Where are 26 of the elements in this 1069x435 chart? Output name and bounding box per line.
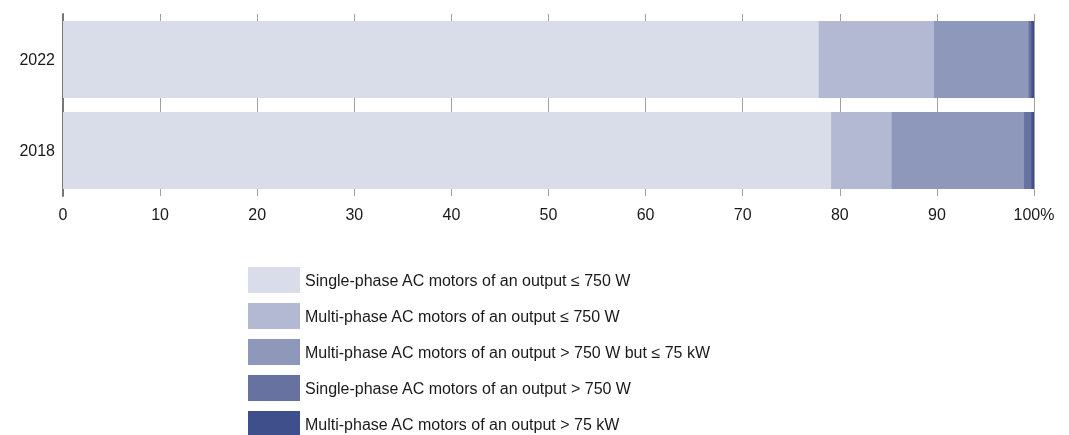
x-tick-label: 40 [442,205,461,223]
bar [933,21,1029,98]
bar [63,21,819,98]
bar [831,112,892,189]
x-tick-label: 20 [248,205,267,223]
legend-label: Multi-phase AC motors of an output > 75 kW [305,415,621,433]
x-tick-label: 100% [1013,205,1055,223]
legend-label: Multi-phase AC motors of an output ≤ 750 W [305,307,621,325]
y-tick-label: 2022 [19,51,56,68]
x-tick-label: 30 [345,205,364,223]
x-tick-label: 60 [636,205,655,223]
bar [1031,112,1034,189]
legend-label: Multi-phase AC motors of an output > 750 W but ≤ 75 kW [305,343,711,361]
x-tick-label: 50 [539,205,558,223]
bar [1023,112,1032,189]
y-tick-label: 2018 [19,142,56,159]
bar [891,112,1024,189]
x-tick-label: 80 [830,205,849,223]
legend-label: Single-phase AC motors of an output ≤ 750 W [305,271,632,289]
x-tick-label: 0 [58,205,68,223]
legend-label: Single-phase AC motors of an output > 750 W [305,379,632,397]
x-tick-label: 70 [733,205,752,223]
x-tick-label: 10 [151,205,170,223]
bar [818,21,934,98]
x-tick-label: 90 [928,205,946,223]
bar [63,112,832,189]
